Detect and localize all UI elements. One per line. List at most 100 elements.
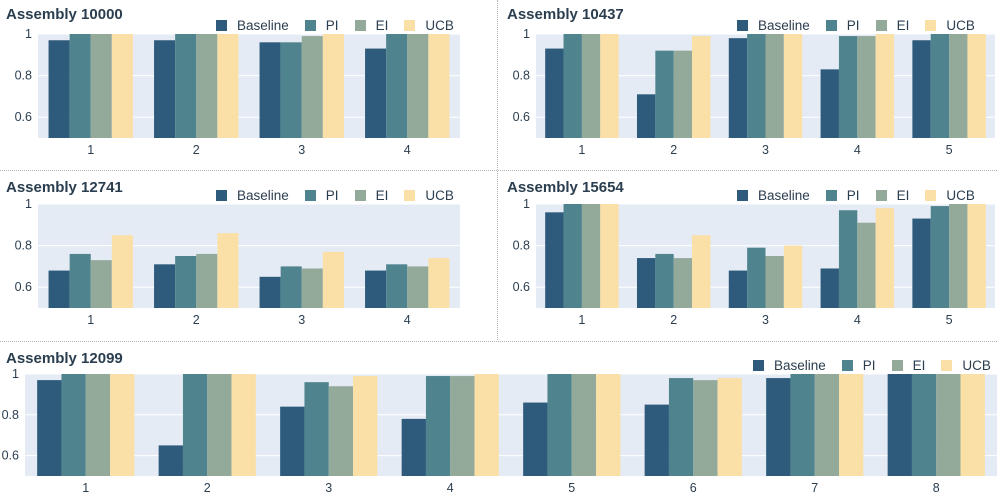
legend-label-baseline: Baseline (774, 358, 826, 373)
legend-label-ei: EI (896, 18, 910, 33)
y-tick-label: 1 (25, 27, 32, 41)
x-tick-label: 4 (854, 143, 861, 157)
bar-ucb-3 (783, 245, 803, 308)
legend-swatch-ucb (404, 190, 416, 201)
legend-swatch-pi (841, 360, 853, 371)
bar-ucb-4 (875, 208, 895, 308)
legend-item-ei: EI (891, 358, 925, 373)
bar-pi-1 (69, 253, 91, 308)
bar-ucb-2 (692, 36, 711, 138)
y-tick-label: 0.6 (513, 280, 530, 294)
legend-item-ucb: UCB (941, 358, 991, 373)
bar-baseline-7 (766, 378, 791, 476)
legend-label-pi: PI (846, 188, 860, 203)
legend-item-baseline: Baseline (216, 188, 289, 203)
bar-pi-1 (61, 374, 86, 476)
bar-ei-5 (571, 374, 597, 476)
bar-baseline-3 (280, 406, 305, 476)
bar-baseline-3 (259, 276, 281, 308)
x-tick-label: 5 (946, 143, 953, 157)
bar-ei-5 (949, 204, 968, 308)
bar-ucb-2 (217, 233, 239, 308)
legend: Baseline PI EI UCB (216, 18, 454, 33)
panel-divider-horizontal (0, 170, 997, 171)
legend: Baseline PI EI UCB (737, 188, 975, 203)
bar-baseline-1 (545, 48, 564, 139)
panel-title: Assembly 12099 (6, 350, 123, 367)
bar-ei-2 (196, 34, 218, 138)
x-tick-label: 1 (87, 143, 94, 157)
bar-ei-2 (207, 374, 232, 476)
bar-pi-3 (280, 266, 302, 308)
legend-swatch-ei (875, 20, 887, 31)
x-tick-label: 4 (404, 143, 411, 157)
bar-ucb-3 (353, 376, 378, 476)
bar-ucb-1 (111, 235, 133, 308)
bar-baseline-4 (820, 268, 839, 308)
bar-ei-1 (85, 374, 111, 476)
y-tick-label: 0.6 (15, 110, 32, 124)
bar-pi-1 (69, 34, 91, 138)
y-tick-label: 0.8 (15, 69, 32, 83)
bar-ucb-4 (428, 258, 450, 308)
bar-ei-2 (196, 253, 218, 308)
bar-baseline-2 (154, 264, 176, 308)
bar-ucb-8 (960, 374, 985, 476)
bar-ei-3 (328, 386, 354, 476)
legend-swatch-baseline (216, 190, 227, 201)
bar-pi-4 (838, 210, 858, 308)
legend-label-pi: PI (325, 18, 339, 33)
bar-chart: 0.6 0.8 1 1 2 3 4 5 (513, 197, 995, 327)
x-tick-label: 2 (204, 481, 211, 495)
legend-item-pi: PI (825, 18, 860, 33)
x-tick-label: 3 (762, 313, 769, 327)
legend-swatch-baseline (737, 190, 748, 201)
bar-chart: 0.6 0.8 1 1 2 3 4 5 6 7 8 (2, 367, 997, 495)
bar-ei-2 (673, 258, 693, 308)
panel-assembly-15654: Assembly 15654 Baseline PI EI UCB 0.6 0.8… (498, 171, 997, 341)
legend-swatch-ucb (925, 190, 937, 201)
x-tick-label: 2 (670, 143, 677, 157)
panel-title: Assembly 15654 (507, 179, 624, 196)
bar-pi-1 (563, 34, 582, 138)
bar-pi-5 (930, 34, 950, 138)
x-tick-label: 2 (670, 313, 677, 327)
y-tick-label: 1 (25, 197, 32, 211)
bar-pi-3 (280, 42, 302, 138)
legend-item-pi: PI (304, 18, 339, 33)
bar-ucb-1 (600, 204, 619, 308)
bar-baseline-4 (401, 418, 426, 476)
x-tick-label: 3 (298, 143, 305, 157)
bar-baseline-1 (545, 212, 564, 308)
legend-item-baseline: Baseline (737, 18, 810, 33)
bar-baseline-1 (48, 40, 70, 138)
bar-baseline-2 (158, 445, 183, 476)
bar-pi-3 (304, 382, 329, 476)
bar-chart: 0.6 0.8 1 1 2 3 4 (15, 197, 460, 327)
bar-ucb-4 (428, 34, 450, 138)
bar-baseline-2 (154, 40, 176, 138)
legend: Baseline PI EI UCB (216, 188, 454, 203)
x-tick-label: 6 (690, 481, 697, 495)
legend-item-ucb: UCB (404, 18, 454, 33)
x-tick-label: 8 (933, 481, 940, 495)
bar-baseline-4 (365, 48, 387, 139)
x-tick-label: 7 (811, 481, 818, 495)
panel-title: Assembly 12741 (6, 179, 123, 196)
x-tick-label: 3 (298, 313, 305, 327)
legend-item-ei: EI (354, 188, 388, 203)
bar-ei-3 (765, 256, 784, 308)
bar-baseline-5 (523, 402, 548, 476)
bar-pi-2 (182, 374, 208, 476)
bar-pi-3 (747, 34, 766, 138)
x-tick-label: 4 (447, 481, 454, 495)
legend-item-pi: PI (304, 188, 339, 203)
bar-baseline-2 (636, 94, 656, 138)
bar-baseline-4 (820, 69, 839, 138)
panel-divider-horizontal (0, 341, 997, 342)
bar-ei-3 (765, 34, 784, 138)
legend-swatch-ucb (941, 360, 953, 371)
bar-ei-3 (301, 36, 323, 138)
legend-label-ucb: UCB (946, 188, 975, 203)
bar-baseline-8 (887, 374, 912, 476)
